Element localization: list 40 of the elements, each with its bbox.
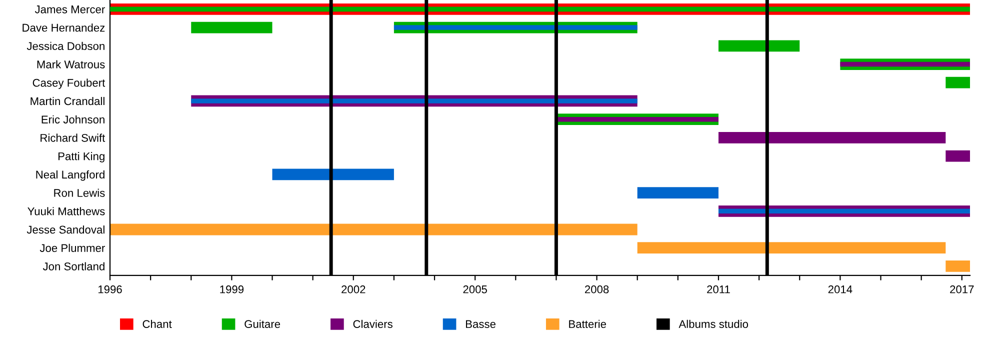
y-tick-label: Neal Langford <box>36 170 104 181</box>
x-tick-label: 2011 <box>707 285 730 294</box>
x-tick-label: 2005 <box>463 285 487 294</box>
bar <box>394 25 638 30</box>
y-tick-label: Joe Plummer <box>40 244 105 252</box>
y-tick-label: Jon Sortland <box>42 262 104 270</box>
y-tick-label: Martin Crandall <box>30 96 104 106</box>
bar <box>718 132 946 144</box>
legend-label: Chant <box>142 320 172 328</box>
y-tick-label: Eric Johnson <box>42 115 104 124</box>
x-tick-label: 2008 <box>584 285 609 294</box>
x-tick-label: 2014 <box>828 285 852 294</box>
y-tick-label: James Mercer <box>34 6 105 14</box>
bar <box>946 260 970 272</box>
legend-label: Basse <box>466 320 496 328</box>
y-tick-label: Casey Foubert <box>32 78 106 89</box>
y-tick-label: Yuuki Matthews <box>28 207 105 216</box>
legend-label: Batterie <box>569 320 606 328</box>
legend-label: Claviers <box>353 320 392 328</box>
y-tick-label: Ron Lewis <box>54 188 105 197</box>
y-tick-label: Richard Swift <box>40 134 106 142</box>
legend-label: Albums studio <box>678 320 748 328</box>
bar <box>191 98 638 104</box>
y-tick-label: Dave Hernandez <box>22 24 105 32</box>
bar <box>946 150 970 162</box>
y-tick-label: Patti King <box>58 152 104 162</box>
y-tick-label: Jessica Dobson <box>26 42 104 50</box>
bar <box>110 224 638 236</box>
bar <box>637 242 946 254</box>
y-tick-label: Jesse Sandoval <box>26 225 104 234</box>
bar <box>718 208 970 214</box>
bar <box>946 76 970 88</box>
legend-label: Guitare <box>244 320 280 328</box>
x-tick-label: 2002 <box>342 285 366 294</box>
x-tick-label: 1996 <box>98 285 122 294</box>
bar <box>191 22 272 34</box>
x-tick-label: 1999 <box>220 285 244 294</box>
x-tick-label: 2017 <box>950 285 974 294</box>
y-tick-label: Mark Watrous <box>37 60 105 68</box>
bar <box>718 40 800 52</box>
